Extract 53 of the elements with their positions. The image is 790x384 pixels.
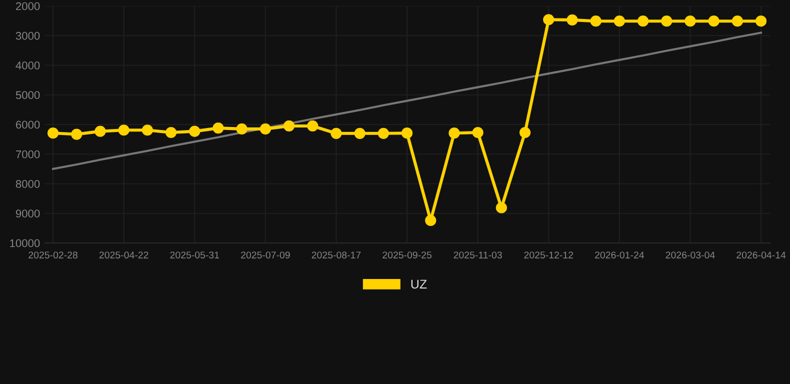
x-tick-label: 2025-05-31 bbox=[170, 252, 220, 258]
x-tick-label: 2026-01-24 bbox=[595, 252, 644, 258]
x-tick-label: 2025-09-25 bbox=[382, 252, 432, 258]
point bbox=[496, 202, 507, 214]
point bbox=[543, 14, 554, 26]
point bbox=[472, 126, 484, 138]
y-tick-label: 3000 bbox=[16, 32, 40, 40]
point bbox=[590, 16, 602, 27]
point bbox=[425, 214, 436, 226]
point bbox=[260, 123, 271, 134]
x-tick-label: 2026-03-04 bbox=[666, 252, 715, 258]
y-tick-label: 9000 bbox=[16, 210, 40, 218]
point bbox=[94, 126, 106, 137]
x-tick-label: 2025-08-17 bbox=[312, 252, 361, 258]
point bbox=[401, 128, 413, 139]
point bbox=[236, 123, 248, 134]
point bbox=[118, 124, 130, 136]
y-tick-label: 10000 bbox=[10, 239, 40, 248]
point bbox=[755, 16, 767, 27]
y-tick-label: 4000 bbox=[16, 62, 40, 70]
y-tick-label: 7000 bbox=[16, 150, 40, 158]
point bbox=[189, 126, 200, 137]
point bbox=[307, 120, 318, 132]
line-series bbox=[52, 32, 762, 170]
point bbox=[708, 16, 720, 27]
x-tick-label: 2025-07-09 bbox=[241, 252, 290, 258]
point bbox=[519, 126, 531, 138]
point bbox=[212, 122, 224, 134]
y-tick-label: 5000 bbox=[16, 91, 40, 100]
point bbox=[71, 128, 82, 140]
x-tick-label: 2026-04-14 bbox=[736, 252, 786, 258]
y-tick-label: 8000 bbox=[16, 180, 40, 188]
point bbox=[684, 16, 696, 27]
point bbox=[566, 14, 578, 26]
y-tick-label: 6000 bbox=[16, 120, 40, 129]
point bbox=[354, 128, 366, 139]
point bbox=[732, 16, 743, 27]
point bbox=[448, 128, 460, 139]
x-tick-label: 2025-11-03 bbox=[454, 252, 502, 258]
point bbox=[330, 128, 342, 139]
point bbox=[637, 16, 649, 27]
point bbox=[614, 16, 625, 27]
x-tick-label: 2025-02-28 bbox=[28, 252, 78, 258]
point bbox=[661, 16, 672, 27]
point bbox=[283, 120, 295, 132]
point bbox=[142, 124, 153, 136]
y-tick-label: 2000 bbox=[16, 2, 40, 10]
point bbox=[378, 128, 389, 139]
point bbox=[165, 126, 177, 138]
legend-label: UZ bbox=[411, 280, 427, 289]
x-tick-label: 2025-12-12 bbox=[524, 252, 574, 258]
x-tick-label: 2025-04-22 bbox=[99, 252, 148, 258]
point bbox=[47, 128, 59, 139]
